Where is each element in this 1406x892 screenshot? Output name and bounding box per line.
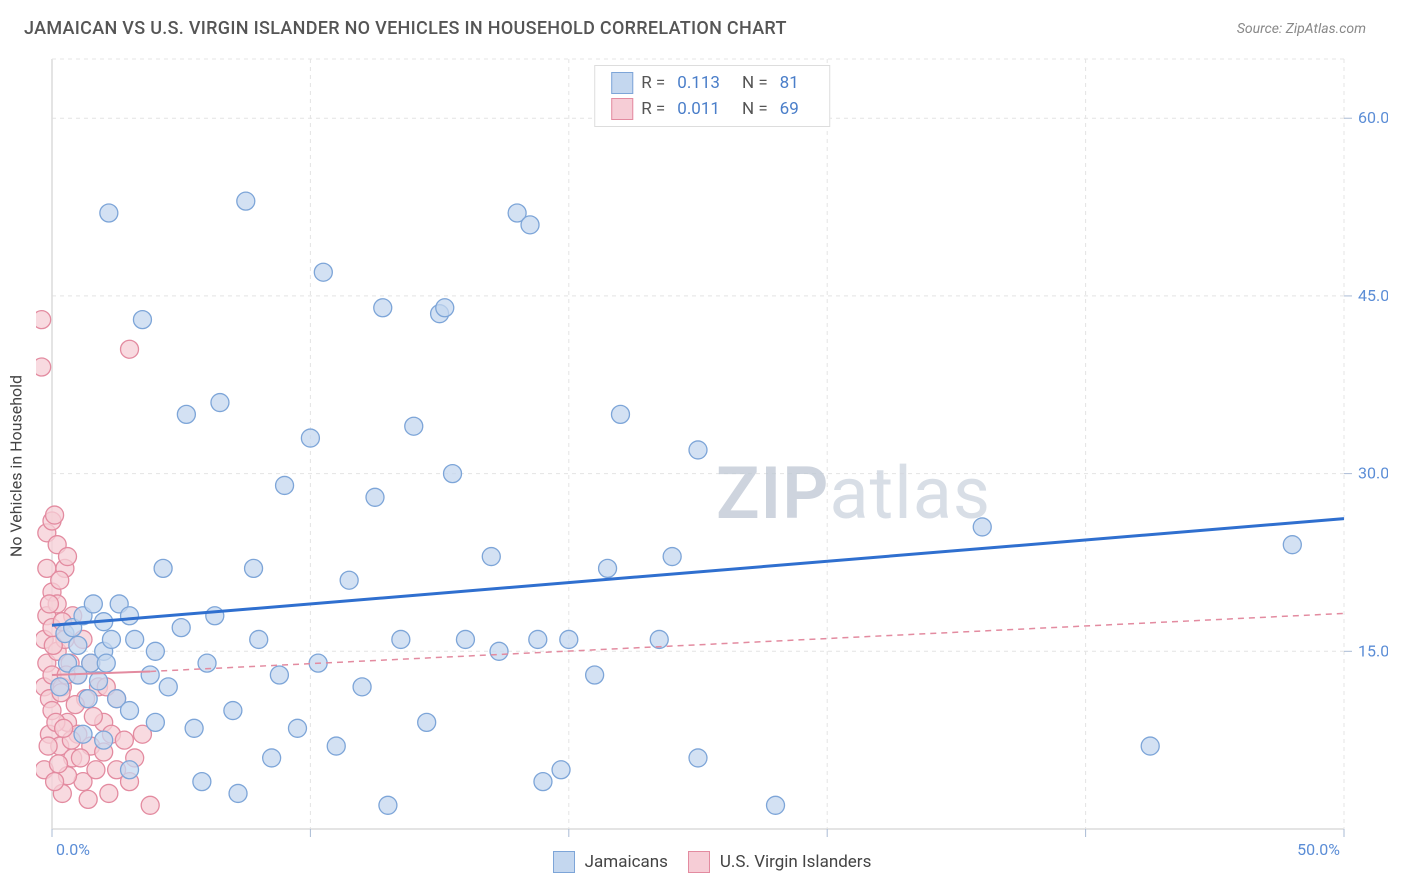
svg-text:60.0%: 60.0% xyxy=(1358,108,1388,127)
chart-container: No Vehicles in Household 15.0%30.0%45.0%… xyxy=(36,51,1388,881)
svg-text:45.0%: 45.0% xyxy=(1358,286,1388,305)
series-legend: Jamaicans U.S. Virgin Islanders xyxy=(36,851,1388,873)
swatch-usvi xyxy=(611,98,633,120)
svg-text:15.0%: 15.0% xyxy=(1358,641,1388,660)
legend-item-jamaicans: Jamaicans xyxy=(553,851,668,873)
swatch-jamaicans xyxy=(611,72,633,94)
swatch-jamaicans-b xyxy=(553,851,575,873)
legend-row-usvi: R = 0.011 N = 69 xyxy=(595,96,829,122)
source-attribution: Source: ZipAtlas.com xyxy=(1237,21,1366,37)
swatch-usvi-b xyxy=(688,851,710,873)
scatter-chart: 15.0%30.0%45.0%60.0%0.0%50.0% xyxy=(36,51,1388,871)
chart-header: JAMAICAN VS U.S. VIRGIN ISLANDER NO VEHI… xyxy=(0,0,1406,51)
legend-item-usvi: U.S. Virgin Islanders xyxy=(688,851,871,873)
correlation-legend: R = 0.113 N = 81 R = 0.011 N = 69 xyxy=(594,65,830,127)
y-axis-label: No Vehicles in Household xyxy=(7,375,26,557)
svg-text:30.0%: 30.0% xyxy=(1358,464,1388,483)
legend-row-jamaicans: R = 0.113 N = 81 xyxy=(595,70,829,96)
chart-title: JAMAICAN VS U.S. VIRGIN ISLANDER NO VEHI… xyxy=(24,18,787,39)
